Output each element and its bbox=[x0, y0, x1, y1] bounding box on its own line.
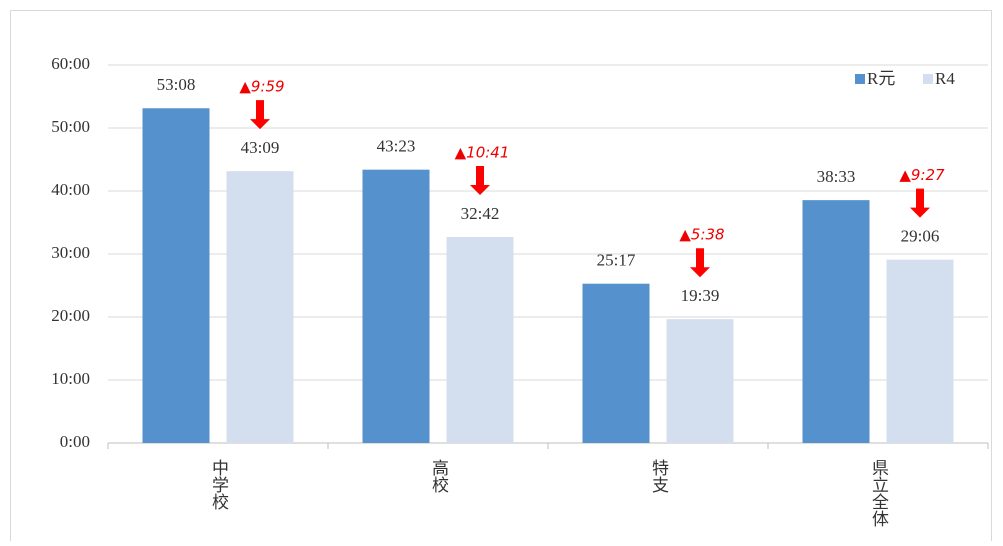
value-label: 43:09 bbox=[241, 138, 280, 157]
value-label: 43:23 bbox=[377, 137, 416, 156]
legend-swatch bbox=[923, 74, 933, 84]
y-tick-label: 50:00 bbox=[51, 117, 90, 136]
x-tick-label: 中学校 bbox=[208, 459, 229, 510]
bar bbox=[802, 200, 870, 443]
arrow bbox=[910, 188, 930, 218]
y-tick-label: 20:00 bbox=[51, 306, 90, 325]
value-label: 32:42 bbox=[461, 204, 500, 223]
legend-label: R元 bbox=[867, 69, 895, 88]
x-tick-label: 特支 bbox=[648, 459, 669, 493]
bar bbox=[362, 169, 430, 443]
value-label: 19:39 bbox=[681, 286, 720, 305]
y-tick-label: 0:00 bbox=[60, 432, 90, 451]
y-tick-label: 60:00 bbox=[51, 54, 90, 73]
bar bbox=[666, 319, 734, 443]
x-tick-label: 高校 bbox=[428, 459, 449, 493]
annotation: ▲10:41 bbox=[455, 143, 510, 161]
bar bbox=[226, 171, 294, 443]
value-label: 29:06 bbox=[901, 227, 940, 246]
legend-label: R4 bbox=[935, 69, 955, 88]
bar bbox=[446, 236, 514, 443]
arrow bbox=[470, 165, 490, 195]
arrow bbox=[250, 100, 270, 130]
chart-frame bbox=[10, 10, 992, 546]
value-label: 25:17 bbox=[597, 251, 636, 270]
y-tick-label: 40:00 bbox=[51, 180, 90, 199]
value-label: 53:08 bbox=[157, 75, 196, 94]
annotation: ▲9:27 bbox=[899, 166, 945, 184]
annotation: ▲5:38 bbox=[679, 226, 724, 244]
x-tick-label: 県立全体 bbox=[868, 459, 889, 527]
y-tick-label: 10:00 bbox=[51, 369, 90, 388]
arrow bbox=[690, 248, 710, 278]
bar bbox=[582, 283, 650, 443]
annotation: ▲9:59 bbox=[239, 78, 284, 96]
legend-swatch bbox=[855, 74, 865, 84]
value-label: 38:33 bbox=[817, 167, 856, 186]
bar bbox=[142, 108, 210, 444]
bar bbox=[886, 259, 954, 443]
y-tick-label: 30:00 bbox=[51, 243, 90, 262]
